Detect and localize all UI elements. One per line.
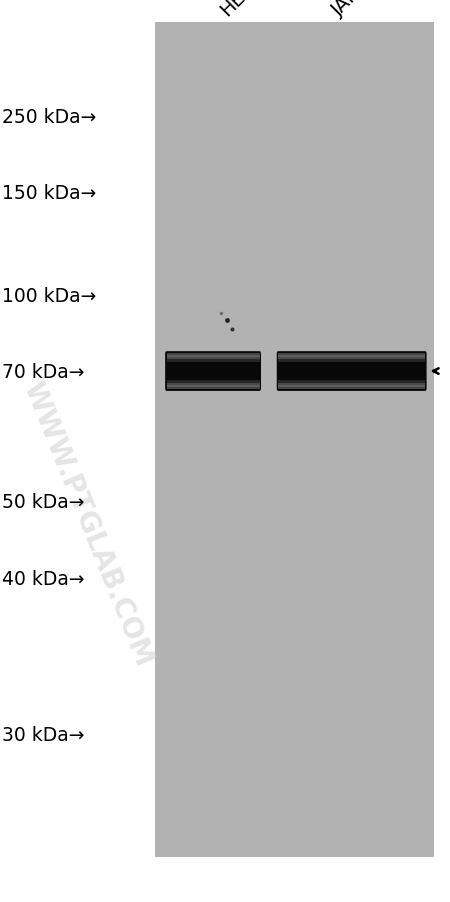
Bar xyxy=(278,383,425,388)
Text: 250 kDa→: 250 kDa→ xyxy=(2,107,97,127)
Bar xyxy=(166,383,260,388)
Bar xyxy=(278,386,425,390)
Bar xyxy=(166,354,260,357)
Bar xyxy=(278,358,425,363)
Bar xyxy=(166,381,260,385)
FancyBboxPatch shape xyxy=(165,352,261,391)
Text: 100 kDa→: 100 kDa→ xyxy=(2,286,97,306)
FancyBboxPatch shape xyxy=(277,352,427,391)
Bar xyxy=(166,358,260,363)
Text: 30 kDa→: 30 kDa→ xyxy=(2,725,85,745)
Text: 40 kDa→: 40 kDa→ xyxy=(2,569,85,589)
Text: 50 kDa→: 50 kDa→ xyxy=(2,492,85,511)
Text: 150 kDa→: 150 kDa→ xyxy=(2,183,97,203)
Bar xyxy=(278,381,425,385)
Text: HEK-293T: HEK-293T xyxy=(216,0,296,20)
Bar xyxy=(278,355,425,360)
Bar xyxy=(166,355,260,360)
Text: 70 kDa→: 70 kDa→ xyxy=(2,362,85,382)
Bar xyxy=(166,386,260,390)
Bar xyxy=(278,354,425,357)
Bar xyxy=(155,23,434,857)
Text: WWW.PTGLAB.COM: WWW.PTGLAB.COM xyxy=(18,377,158,669)
Text: JAR: JAR xyxy=(328,0,365,20)
